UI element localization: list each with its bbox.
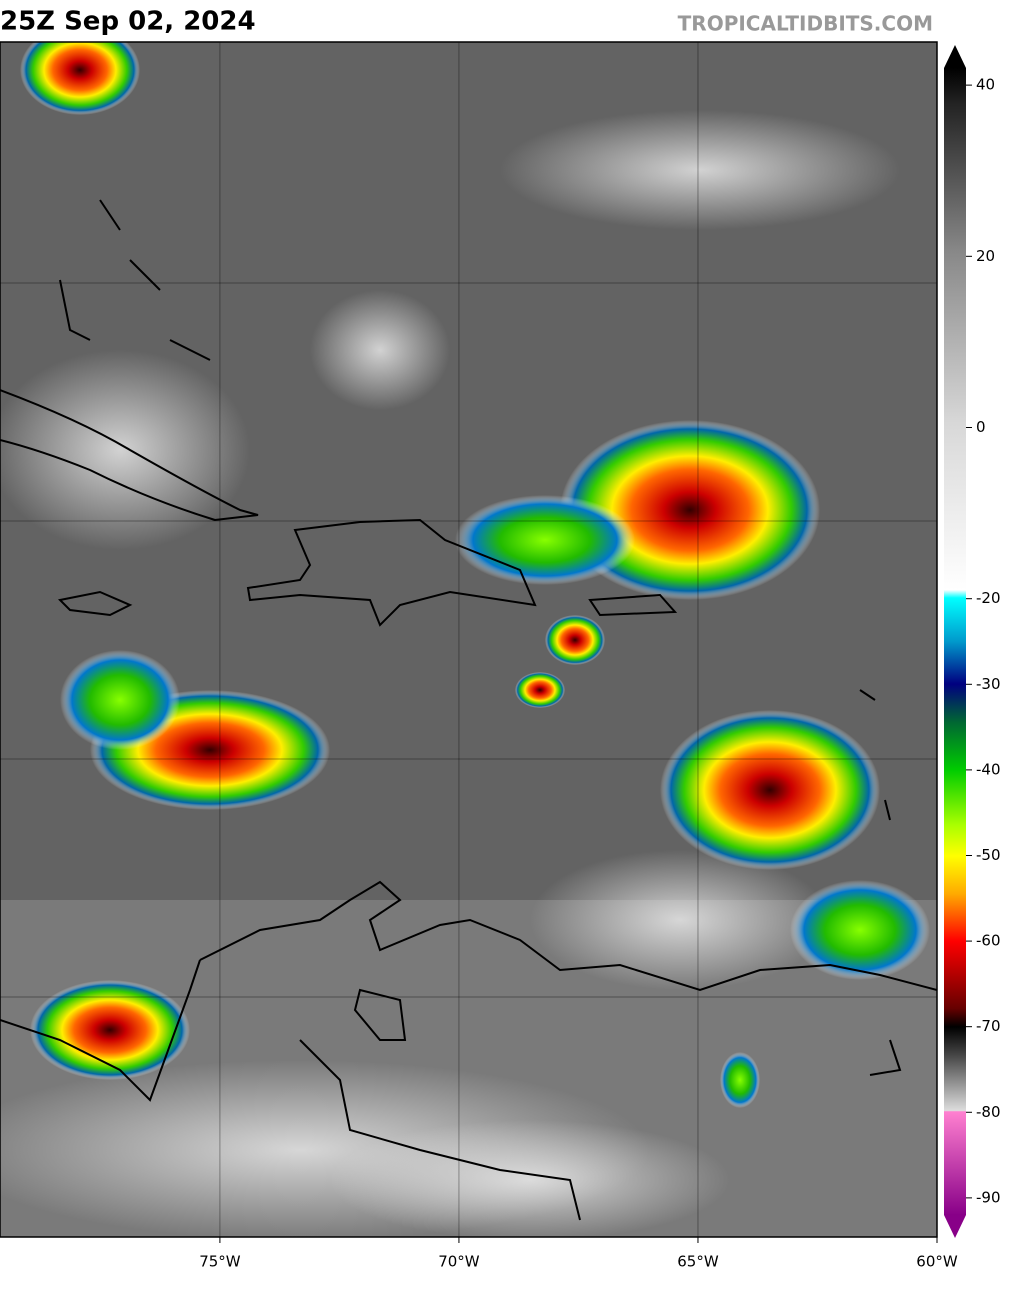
colorbar-tick-label: -30 <box>976 675 1001 693</box>
storm <box>30 980 190 1080</box>
colorbar-tick-label: 0 <box>976 418 986 436</box>
south-america-coast <box>199 880 937 992</box>
latitude-grid <box>0 282 937 998</box>
lake-maracaibo <box>353 988 407 1041</box>
colorbar-tick-label: -20 <box>976 589 1001 607</box>
cuba <box>0 389 259 522</box>
colorbar-extend-bottom <box>944 1215 966 1238</box>
colorbar <box>944 45 966 1238</box>
satellite-image <box>0 42 937 1237</box>
coastlines <box>0 199 937 1221</box>
convection <box>515 672 565 708</box>
colorbar-extend-top <box>944 45 966 68</box>
storm <box>660 710 880 870</box>
colorbar-tick-label: -60 <box>976 932 1001 950</box>
cloud <box>0 350 250 550</box>
source: TROPICALTIDBITS.COM <box>678 12 933 36</box>
ticks: W75°W70°W65°W60°W40200-20-30-40-50-60-70… <box>199 76 1001 1271</box>
title: 25Z Sep 02, 2024 <box>0 7 256 37</box>
colorbar-scale <box>944 68 966 1215</box>
puerto-rico <box>588 593 678 617</box>
cloud <box>310 290 450 410</box>
colorbar-tick-label: -70 <box>976 1017 1001 1035</box>
convection <box>790 880 930 980</box>
map-frame <box>0 41 938 1238</box>
bahamas <box>59 199 211 361</box>
convection <box>455 495 635 585</box>
panama-colombia <box>0 959 201 1102</box>
colorbar-tick-label: 20 <box>976 247 995 265</box>
colorbar-tick-label: 40 <box>976 76 995 94</box>
hispaniola <box>246 518 537 627</box>
colorbar-tick-label: -80 <box>976 1103 1001 1121</box>
convection <box>60 650 180 750</box>
islands <box>859 689 902 1076</box>
x-tick-label: 70°W <box>438 1253 480 1271</box>
colorbar-tick-label: -40 <box>976 760 1001 778</box>
cloud <box>530 850 830 990</box>
storm <box>20 42 140 115</box>
x-tick-label: 65°W <box>677 1253 719 1271</box>
x-tick-label: 60°W <box>916 1253 958 1271</box>
cloud <box>500 110 900 230</box>
convection <box>720 1052 760 1108</box>
convection <box>545 615 605 665</box>
cloud <box>330 1120 730 1237</box>
x-tick-label: 75°W <box>199 1253 241 1271</box>
longitude-grid <box>219 42 937 1237</box>
jamaica <box>57 590 133 617</box>
border <box>299 1039 581 1221</box>
colorbar-tick-label: -90 <box>976 1188 1001 1206</box>
colorbar-tick-label: -50 <box>976 846 1001 864</box>
